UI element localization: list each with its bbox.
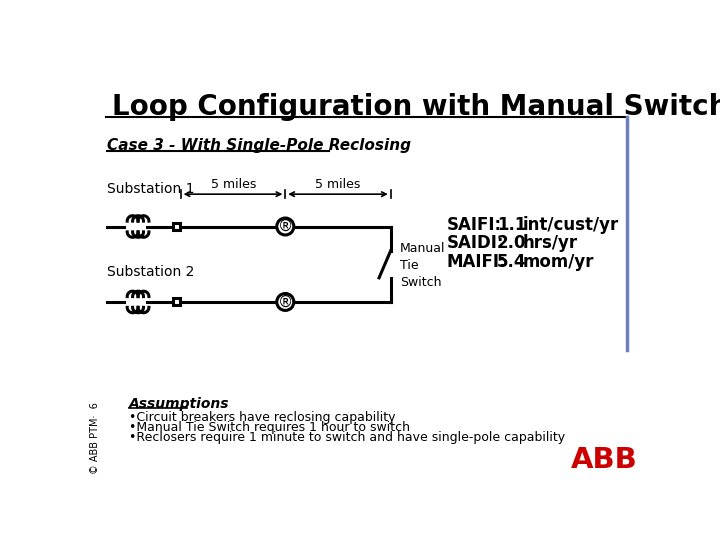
Text: •Manual Tie Switch requires 1 hour to switch: •Manual Tie Switch requires 1 hour to sw…	[129, 421, 410, 434]
Text: © ABB PTM·  6: © ABB PTM· 6	[91, 402, 100, 474]
Text: SAIFI:: SAIFI:	[446, 215, 502, 234]
Text: 2.0: 2.0	[497, 234, 526, 252]
Text: SAIDI:: SAIDI:	[446, 234, 504, 252]
Text: Substation 1: Substation 1	[107, 182, 194, 196]
Text: 5.4: 5.4	[497, 253, 526, 271]
Text: Case 3 - With Single-Pole Reclosing: Case 3 - With Single-Pole Reclosing	[107, 138, 411, 153]
Text: 5 miles: 5 miles	[315, 178, 361, 191]
Text: hrs/yr: hrs/yr	[523, 234, 577, 252]
Text: ABB: ABB	[570, 446, 637, 474]
Text: MAIFI:: MAIFI:	[446, 253, 506, 271]
Text: Manual
Tie
Switch: Manual Tie Switch	[400, 242, 446, 289]
Text: Substation 2: Substation 2	[107, 265, 194, 279]
Text: int/cust/yr: int/cust/yr	[523, 215, 618, 234]
Text: Loop Configuration with Manual Switch: Loop Configuration with Manual Switch	[112, 92, 720, 120]
Text: 1.1: 1.1	[497, 215, 526, 234]
Bar	[174, 223, 180, 230]
Text: mom/yr: mom/yr	[523, 253, 594, 271]
Text: Assumptions: Assumptions	[129, 397, 229, 411]
Circle shape	[276, 294, 294, 310]
Text: ®: ®	[278, 294, 293, 309]
Text: 5 miles: 5 miles	[211, 178, 256, 191]
Text: ®: ®	[278, 219, 293, 234]
Bar	[174, 299, 180, 306]
Text: •Circuit breakers have reclosing capability: •Circuit breakers have reclosing capabil…	[129, 410, 395, 423]
Text: •Reclosers require 1 minute to switch and have single-pole capability: •Reclosers require 1 minute to switch an…	[129, 430, 565, 443]
Circle shape	[276, 218, 294, 235]
